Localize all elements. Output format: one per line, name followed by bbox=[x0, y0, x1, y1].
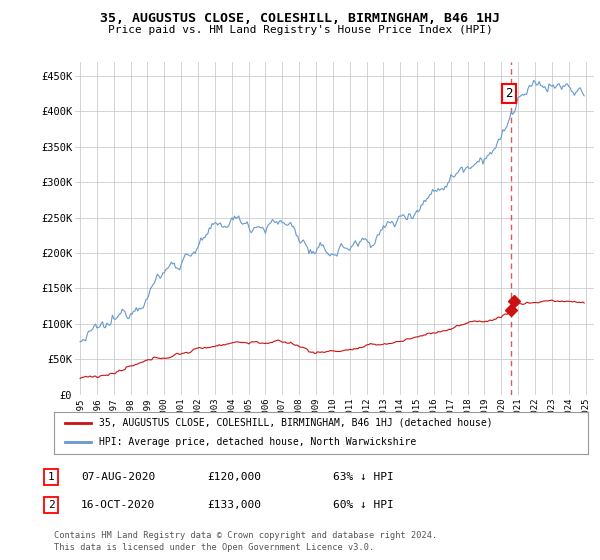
Text: Contains HM Land Registry data © Crown copyright and database right 2024.
This d: Contains HM Land Registry data © Crown c… bbox=[54, 531, 437, 552]
Text: 35, AUGUSTUS CLOSE, COLESHILL, BIRMINGHAM, B46 1HJ: 35, AUGUSTUS CLOSE, COLESHILL, BIRMINGHA… bbox=[100, 12, 500, 25]
Text: £133,000: £133,000 bbox=[207, 500, 261, 510]
Text: 2: 2 bbox=[505, 87, 512, 100]
Text: Price paid vs. HM Land Registry's House Price Index (HPI): Price paid vs. HM Land Registry's House … bbox=[107, 25, 493, 35]
Text: £120,000: £120,000 bbox=[207, 472, 261, 482]
Text: 63% ↓ HPI: 63% ↓ HPI bbox=[333, 472, 394, 482]
Text: 07-AUG-2020: 07-AUG-2020 bbox=[81, 472, 155, 482]
Text: 35, AUGUSTUS CLOSE, COLESHILL, BIRMINGHAM, B46 1HJ (detached house): 35, AUGUSTUS CLOSE, COLESHILL, BIRMINGHA… bbox=[100, 418, 493, 428]
Text: 60% ↓ HPI: 60% ↓ HPI bbox=[333, 500, 394, 510]
Text: 1: 1 bbox=[47, 472, 55, 482]
Text: HPI: Average price, detached house, North Warwickshire: HPI: Average price, detached house, Nort… bbox=[100, 437, 416, 447]
Text: 2: 2 bbox=[47, 500, 55, 510]
Text: 16-OCT-2020: 16-OCT-2020 bbox=[81, 500, 155, 510]
